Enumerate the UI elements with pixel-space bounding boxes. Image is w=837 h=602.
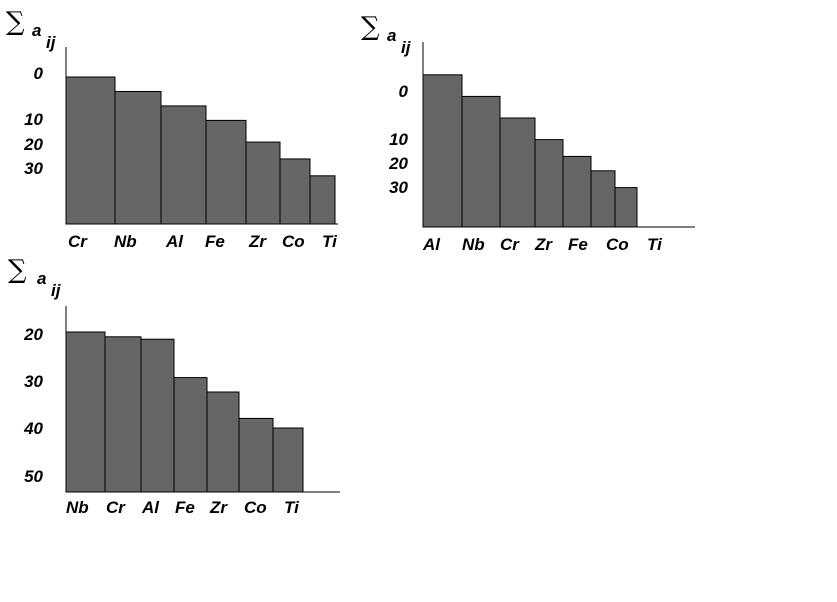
x-tick-label: Fe [175,498,195,517]
bar-zr [245,141,281,225]
bar-cr [499,117,536,228]
y-tick-label: 0 [34,64,44,83]
chart-3-y-label: ∑ a ij [8,255,62,300]
bar-fe [562,155,592,228]
x-tick-label: Cr [106,498,126,517]
chart-2-y-label-sub: ij [401,38,412,57]
x-tick-label: Zr [534,235,553,254]
bar-co [590,170,616,228]
y-tick-label: 30 [24,372,43,391]
x-tick-label: Zr [248,232,267,251]
bar-nb [461,95,501,228]
x-tick-label: Nb [114,232,137,251]
y-tick-label: 10 [24,110,43,129]
chart-1-y-label-symbol: ∑ [6,7,25,37]
bar-al [160,105,207,225]
chart-1-y-ticks: 0 10 20 30 [23,64,43,178]
bar-fe [173,377,208,493]
x-tick-label: Co [244,498,267,517]
chart-3-bars [65,331,304,493]
x-tick-label: Cr [68,232,88,251]
chart-3-y-label-symbol: ∑ [8,255,27,285]
bar-co [279,158,311,225]
chart-3: ∑ a ij 20 30 40 50 Nb Cr Al Fe Zr Co Ti [8,255,340,517]
y-tick-label: 50 [24,467,43,486]
x-tick-label: Cr [500,235,520,254]
x-tick-label: Al [422,235,441,254]
y-tick-label: 20 [388,154,408,173]
bar-cr [65,76,116,225]
y-tick-label: 20 [23,135,43,154]
bar-cr [104,336,142,493]
y-tick-label: 30 [24,159,43,178]
chart-1-bars [65,76,336,225]
bar-zr [534,139,564,228]
chart-1-y-label-sub: ij [46,33,57,52]
chart-3-x-ticks: Nb Cr Al Fe Zr Co Ti [66,498,300,517]
x-tick-label: Nb [462,235,485,254]
bar-fe [205,119,247,225]
y-tick-label: 20 [23,325,43,344]
x-tick-label: Al [165,232,184,251]
chart-3-y-ticks: 20 30 40 50 [23,325,43,486]
chart-1: ∑ a ij 0 10 20 30 Cr Nb Al Fe Zr Co Ti [6,7,338,251]
y-tick-label: 30 [389,178,408,197]
bar-zr [206,391,240,493]
chart-1-x-ticks: Cr Nb Al Fe Zr Co Ti [68,232,338,251]
chart-2-y-label: ∑ a ij [361,12,412,57]
y-tick-label: 0 [399,82,409,101]
chart-2-y-ticks: 0 10 20 30 [388,82,408,197]
x-tick-label: Nb [66,498,89,517]
chart-3-y-label-sub: ij [51,281,62,300]
chart-2-bars [422,74,638,228]
x-tick-label: Zr [209,498,228,517]
x-tick-label: Al [141,498,160,517]
chart-2-y-label-main: a [387,26,396,45]
x-tick-label: Ti [647,235,663,254]
bar-al [422,74,463,228]
bar-nb [65,331,106,493]
bar-al [140,338,175,493]
x-tick-label: Co [606,235,629,254]
chart-1-y-label-main: a [32,21,41,40]
chart-2-x-ticks: Al Nb Cr Zr Fe Co Ti [422,235,663,254]
bar-nb [114,90,162,225]
x-tick-label: Fe [205,232,225,251]
chart-2-y-label-symbol: ∑ [361,12,380,42]
bar-ti [309,175,336,225]
x-tick-label: Co [282,232,305,251]
chart-3-y-label-main: a [37,269,46,288]
x-tick-label: Ti [322,232,338,251]
bar-ti [272,427,304,493]
chart-2: ∑ a ij 0 10 20 30 Al Nb Cr Zr Fe Co Ti [361,12,695,254]
y-tick-label: 40 [23,419,43,438]
x-tick-label: Ti [284,498,300,517]
bar-co [238,417,274,493]
y-tick-label: 10 [389,130,408,149]
x-tick-label: Fe [568,235,588,254]
bar-ti [614,187,638,228]
chart-1-y-label: ∑ a ij [6,7,57,52]
